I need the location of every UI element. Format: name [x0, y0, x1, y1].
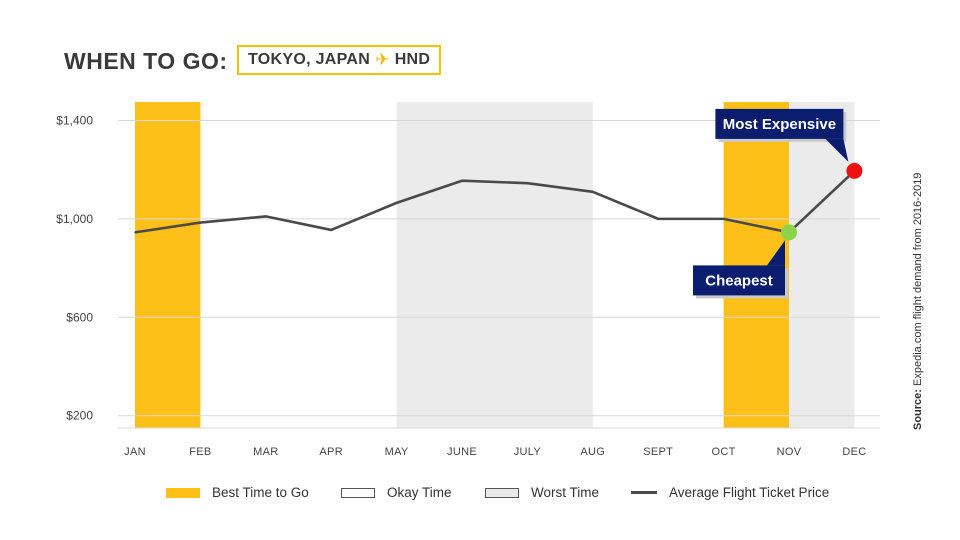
legend-swatch-worst — [485, 487, 519, 498]
data-point — [592, 191, 594, 193]
source-prefix: Source: — [912, 389, 924, 430]
marker-0 — [846, 162, 863, 179]
destination-label: TOKYO, JAPAN — [248, 51, 371, 68]
airplane-icon: ✈ — [375, 50, 390, 69]
callout-pointer — [767, 240, 785, 266]
data-point — [134, 231, 136, 234]
legend-label-line: Average Flight Ticket Price — [669, 485, 830, 500]
x-tick-label: JAN — [124, 446, 146, 458]
legend-swatch-okay — [341, 487, 375, 498]
data-point — [526, 182, 529, 184]
data-point — [722, 218, 725, 220]
band-worst-1 — [396, 102, 593, 428]
data-point — [657, 218, 659, 220]
y-axis: $200 $600 $1,000 $1,400 — [56, 113, 93, 422]
legend-item-best: Best Time to Go — [166, 485, 309, 500]
x-tick-label: OCT — [712, 446, 736, 458]
x-tick-label: NOV — [777, 446, 802, 458]
x-tick-label: DEC — [842, 446, 866, 458]
annotations: Most Expensive Cheapest — [693, 108, 863, 299]
legend-item-worst: Worst Time — [485, 485, 599, 500]
destination-box: TOKYO, JAPAN ✈ HND — [237, 45, 442, 75]
source-text: Expedia.com flight demand from 2016-2019 — [912, 173, 924, 389]
y-tick-label: $1,400 — [56, 113, 93, 127]
callout-box — [693, 265, 785, 296]
callout-box — [715, 108, 844, 139]
data-point — [265, 215, 267, 218]
y-tick-label: $1,000 — [56, 212, 93, 226]
page-title: WHEN TO GO: — [64, 48, 228, 74]
airport-code: HND — [394, 51, 431, 68]
callout-pointer — [825, 138, 849, 162]
x-tick-label: MAR — [253, 446, 278, 458]
callout-0: Most Expensive — [715, 108, 849, 162]
marker-1 — [781, 224, 797, 241]
x-tick-label: APR — [319, 446, 343, 458]
season-bands — [135, 102, 855, 428]
legend: Best Time to Go Okay Time Worst Time Ave… — [0, 485, 960, 503]
series-line-0 — [134, 169, 856, 234]
legend-label-best: Best Time to Go — [212, 485, 309, 500]
source-note: Source: Expedia.com flight demand from 2… — [912, 173, 924, 430]
y-tick-label: $200 — [66, 409, 93, 423]
x-tick-label: MAY — [385, 446, 409, 458]
x-axis: JAN FEB MAR APR MAY JUNE JULY AUG SEPT OCT NOV DEC — [124, 446, 866, 458]
legend-label-okay: Okay Time — [387, 485, 452, 500]
data-point — [199, 221, 202, 224]
legend-item-okay: Okay Time — [341, 485, 452, 500]
data-point — [330, 229, 333, 231]
legend-label-worst: Worst Time — [531, 485, 600, 500]
legend-swatch-line — [631, 491, 657, 494]
x-tick-label: AUG — [580, 446, 605, 458]
legend-swatch-best — [166, 487, 200, 498]
x-tick-label: JUNE — [447, 446, 477, 458]
callout-1: Cheapest — [693, 240, 788, 299]
data-point — [461, 179, 463, 182]
x-tick-label: JULY — [514, 446, 542, 458]
x-tick-label: SEPT — [643, 446, 673, 458]
callout-label: Most Expensive — [723, 116, 836, 133]
data-point — [395, 202, 398, 204]
x-tick-label: FEB — [189, 446, 211, 458]
legend-item-line: Average Flight Ticket Price — [631, 485, 829, 500]
y-tick-label: $600 — [66, 310, 93, 324]
band-best-0 — [135, 102, 201, 428]
callout-label: Cheapest — [705, 272, 773, 289]
